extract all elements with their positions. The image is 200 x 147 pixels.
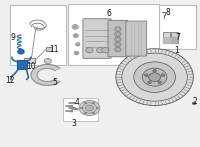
Text: 3: 3 [72, 119, 77, 128]
Circle shape [74, 35, 77, 37]
Circle shape [74, 51, 79, 55]
Circle shape [102, 48, 109, 53]
Circle shape [86, 105, 93, 111]
Circle shape [92, 102, 95, 104]
Text: 1: 1 [174, 46, 179, 55]
FancyBboxPatch shape [163, 32, 170, 43]
Text: 11: 11 [50, 45, 59, 54]
Circle shape [142, 68, 167, 86]
Circle shape [76, 43, 80, 46]
Circle shape [115, 27, 121, 31]
Circle shape [86, 48, 93, 53]
FancyBboxPatch shape [24, 58, 35, 63]
Text: 7: 7 [175, 33, 180, 42]
Polygon shape [163, 37, 170, 43]
Circle shape [74, 108, 76, 109]
FancyBboxPatch shape [63, 98, 98, 121]
Circle shape [84, 112, 87, 114]
Circle shape [84, 102, 87, 104]
FancyBboxPatch shape [68, 4, 159, 65]
Circle shape [116, 49, 193, 106]
Circle shape [116, 33, 119, 35]
Circle shape [72, 25, 78, 29]
Circle shape [80, 107, 83, 109]
Circle shape [115, 42, 121, 47]
Text: 10: 10 [27, 62, 36, 71]
Circle shape [71, 106, 73, 107]
Circle shape [116, 38, 119, 40]
FancyBboxPatch shape [126, 21, 147, 56]
Circle shape [145, 74, 148, 76]
FancyBboxPatch shape [46, 47, 52, 51]
FancyBboxPatch shape [108, 20, 128, 57]
Circle shape [116, 48, 119, 51]
Text: 2: 2 [193, 97, 198, 106]
Circle shape [149, 73, 161, 81]
FancyBboxPatch shape [83, 19, 111, 58]
Circle shape [161, 74, 165, 76]
Circle shape [92, 112, 95, 114]
Text: 9: 9 [10, 33, 15, 42]
Circle shape [76, 108, 78, 110]
Text: 8: 8 [165, 8, 170, 17]
Circle shape [116, 28, 119, 30]
Text: 5: 5 [52, 78, 57, 87]
Circle shape [153, 69, 156, 72]
FancyBboxPatch shape [171, 32, 178, 43]
Text: 6: 6 [107, 9, 111, 18]
FancyBboxPatch shape [17, 60, 27, 69]
Circle shape [115, 37, 121, 42]
Circle shape [122, 53, 187, 101]
Circle shape [75, 52, 78, 54]
Circle shape [44, 59, 51, 64]
Text: 12: 12 [5, 76, 15, 85]
Circle shape [73, 34, 78, 37]
Circle shape [18, 49, 24, 54]
Circle shape [134, 62, 175, 92]
Circle shape [115, 47, 121, 52]
Polygon shape [171, 37, 177, 43]
FancyBboxPatch shape [10, 5, 66, 66]
Circle shape [74, 103, 76, 104]
FancyBboxPatch shape [159, 5, 196, 49]
Circle shape [158, 81, 162, 84]
Circle shape [96, 107, 99, 109]
Polygon shape [31, 65, 60, 85]
Circle shape [79, 100, 100, 116]
Text: 4: 4 [75, 98, 80, 107]
Circle shape [82, 103, 97, 113]
Circle shape [115, 32, 121, 36]
Circle shape [71, 111, 73, 112]
Circle shape [96, 48, 104, 53]
Circle shape [74, 26, 77, 28]
Circle shape [192, 102, 196, 105]
Circle shape [116, 43, 119, 46]
Circle shape [77, 44, 79, 45]
Circle shape [148, 81, 151, 84]
